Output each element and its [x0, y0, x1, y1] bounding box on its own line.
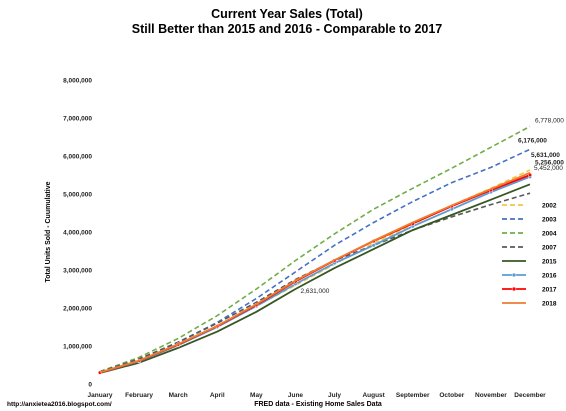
- value-annotation: 2,631,000: [300, 288, 329, 295]
- series-2004: [99, 125, 531, 373]
- series-line-2007: [99, 192, 531, 373]
- legend-label: 2007: [542, 245, 557, 252]
- legend-label: 2003: [542, 217, 557, 224]
- y-tick-label: 7,000,000: [63, 116, 92, 123]
- legend-item-2015: 2015: [502, 259, 557, 266]
- value-annotation: 5,452,000: [534, 165, 563, 172]
- series-2003: [99, 148, 531, 373]
- legend-label: 2015: [542, 259, 557, 266]
- x-tick-label: June: [288, 392, 304, 399]
- series-2018: [99, 171, 531, 374]
- y-axis-label: Total Units Sold - Cuumulative: [45, 181, 52, 282]
- x-tick-label: December: [514, 392, 546, 399]
- chart-title: Current Year Sales (Total): [211, 7, 363, 21]
- value-annotation: 5,631,000: [531, 152, 560, 159]
- legend-item-2004: 2004: [502, 231, 557, 238]
- legend-label: 2016: [542, 273, 557, 280]
- series-2007: [99, 192, 531, 373]
- value-annotation: 6,778,000: [535, 117, 564, 124]
- legend-item-2018: 2018: [502, 301, 557, 308]
- legend-marker: [511, 286, 517, 292]
- y-tick-label: 8,000,000: [63, 78, 92, 85]
- x-tick-label: May: [250, 392, 263, 399]
- annotations: 6,778,000 6,176,000 5,631,000 5,452,0005,25…: [300, 117, 564, 295]
- y-tick-label: 6,000,000: [63, 154, 92, 161]
- y-tick-label: 1,000,000: [63, 344, 92, 351]
- series-line-2004: [99, 125, 531, 373]
- source-note: http://anxietea2016.blogspot.com/: [7, 401, 112, 408]
- y-tick-label: 2,000,000: [63, 306, 92, 313]
- legend-marker: [511, 272, 517, 278]
- axes: 0 1,000,000 2,000,000 3,000,000 4,000,000 5,0…: [63, 78, 546, 400]
- y-tick-label: 5,000,000: [63, 192, 92, 199]
- x-tick-label: February: [125, 392, 153, 399]
- legend-label: 2002: [542, 203, 557, 210]
- y-tick-label: 4,000,000: [63, 230, 92, 237]
- data-point-2016: [371, 243, 376, 248]
- x-axis-label: FRED data - Existing Home Sales Data: [254, 401, 382, 408]
- legend-label: 2017: [542, 287, 557, 294]
- x-tick-label: April: [210, 392, 225, 399]
- series-lines: [97, 125, 533, 375]
- series-line-2018: [99, 171, 531, 374]
- legend: 2002 2003 2004 2007 2015 2016 2017 2018: [502, 203, 557, 308]
- y-tick-label: 3,000,000: [63, 268, 92, 275]
- legend-item-2007: 2007: [502, 245, 557, 252]
- series-2015: [99, 183, 531, 374]
- x-tick-label: September: [396, 392, 430, 399]
- legend-item-2016: 2016: [502, 273, 557, 280]
- legend-item-2002: 2002: [502, 203, 557, 210]
- x-tick-label: July: [328, 392, 341, 399]
- chart-subtitle: Still Better than 2015 and 2016 - Compar…: [132, 22, 443, 36]
- legend-item-2017: 2017: [502, 287, 557, 294]
- x-tick-label: October: [439, 392, 464, 399]
- value-annotation: 5,256,000: [535, 159, 564, 166]
- legend-label: 2018: [542, 301, 557, 308]
- series-line-2003: [99, 148, 531, 373]
- y-tick-label: 0: [88, 382, 92, 389]
- x-tick-label: January: [88, 392, 113, 399]
- legend-item-2003: 2003: [502, 217, 557, 224]
- value-annotation: 6,176,000: [518, 137, 547, 144]
- series-line-2015: [99, 183, 531, 374]
- x-tick-label: March: [169, 392, 188, 399]
- x-tick-label: November: [475, 392, 507, 399]
- legend-label: 2004: [542, 231, 557, 238]
- x-tick-label: August: [362, 392, 385, 399]
